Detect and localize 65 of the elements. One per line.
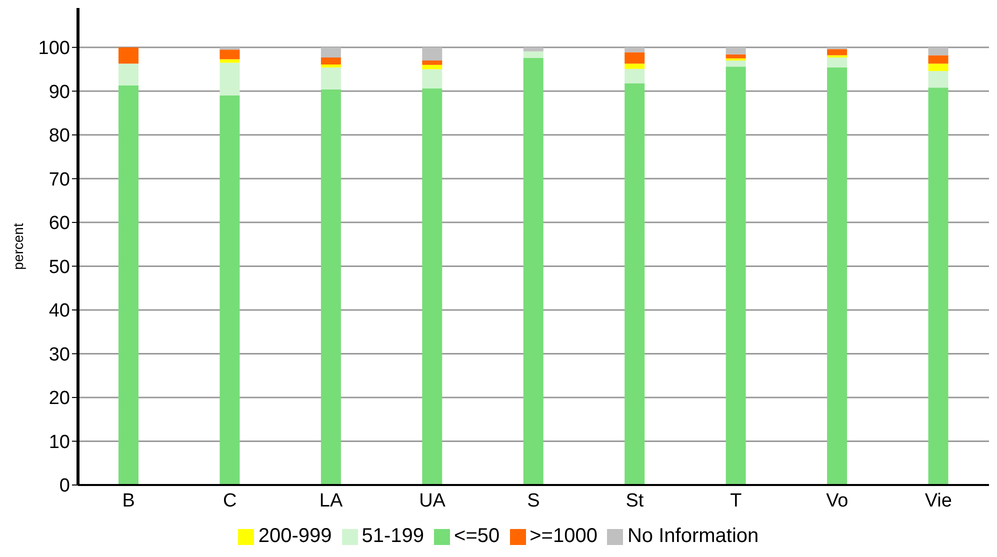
y-tick-label: 100 bbox=[38, 38, 70, 60]
y-tick-label: 60 bbox=[48, 213, 70, 234]
bar bbox=[827, 49, 848, 56]
bar bbox=[726, 54, 746, 58]
y-tick-label: 40 bbox=[48, 300, 70, 322]
x-tick-label: Vo bbox=[826, 490, 848, 512]
bar bbox=[928, 64, 948, 72]
bar bbox=[320, 64, 341, 68]
bar bbox=[422, 64, 442, 70]
bar bbox=[928, 55, 948, 64]
x-tick-label: UA bbox=[419, 490, 446, 512]
bar bbox=[523, 51, 544, 58]
bar bbox=[624, 68, 645, 84]
bar bbox=[928, 71, 948, 88]
x-tick-label: B bbox=[122, 490, 135, 512]
bar bbox=[422, 88, 442, 485]
bar bbox=[220, 96, 240, 485]
bar bbox=[726, 66, 746, 485]
bar bbox=[320, 47, 341, 58]
x-tick-label: St bbox=[626, 490, 644, 512]
x-tick-label: Vie bbox=[924, 490, 952, 512]
bar bbox=[726, 60, 746, 67]
bar bbox=[726, 47, 746, 54]
bar bbox=[118, 47, 138, 64]
y-tick-label: 0 bbox=[59, 476, 70, 497]
legend-label: >=1000 bbox=[530, 525, 598, 547]
bar bbox=[624, 64, 645, 69]
y-tick-label: 70 bbox=[48, 169, 70, 190]
y-axis-title: percent bbox=[10, 223, 26, 270]
bar bbox=[827, 57, 848, 68]
bar bbox=[928, 88, 948, 485]
bar bbox=[726, 58, 746, 61]
bar bbox=[118, 85, 138, 485]
bar bbox=[220, 59, 240, 63]
bar bbox=[523, 47, 544, 52]
legend-label: 51-199 bbox=[362, 525, 424, 547]
bar bbox=[422, 69, 442, 89]
y-tick-label: 80 bbox=[48, 126, 70, 147]
x-tick-label: S bbox=[527, 490, 540, 512]
x-tick-label: C bbox=[222, 490, 237, 512]
bar bbox=[220, 50, 240, 60]
bar bbox=[220, 47, 240, 50]
y-tick-label: 10 bbox=[48, 432, 70, 453]
y-tick-label: 50 bbox=[48, 256, 70, 278]
legend-label: No Information bbox=[627, 525, 759, 547]
bar bbox=[624, 83, 645, 485]
bar bbox=[827, 68, 848, 485]
bar bbox=[624, 52, 645, 64]
y-tick-label: 20 bbox=[48, 388, 70, 410]
bar bbox=[320, 57, 341, 64]
bar bbox=[220, 62, 240, 96]
bar bbox=[928, 47, 948, 56]
bar bbox=[422, 60, 442, 65]
y-tick-label: 30 bbox=[48, 344, 70, 366]
legend-label: <=50 bbox=[454, 525, 500, 547]
bar bbox=[624, 47, 645, 52]
bar bbox=[320, 68, 341, 90]
x-tick-label: T bbox=[730, 490, 742, 512]
bar bbox=[118, 64, 138, 86]
bar bbox=[523, 58, 544, 485]
legend-label: 200-999 bbox=[258, 525, 332, 547]
bar bbox=[320, 89, 341, 485]
y-tick-label: 90 bbox=[48, 82, 70, 103]
x-tick-label: LA bbox=[319, 490, 343, 512]
bar bbox=[422, 47, 442, 61]
